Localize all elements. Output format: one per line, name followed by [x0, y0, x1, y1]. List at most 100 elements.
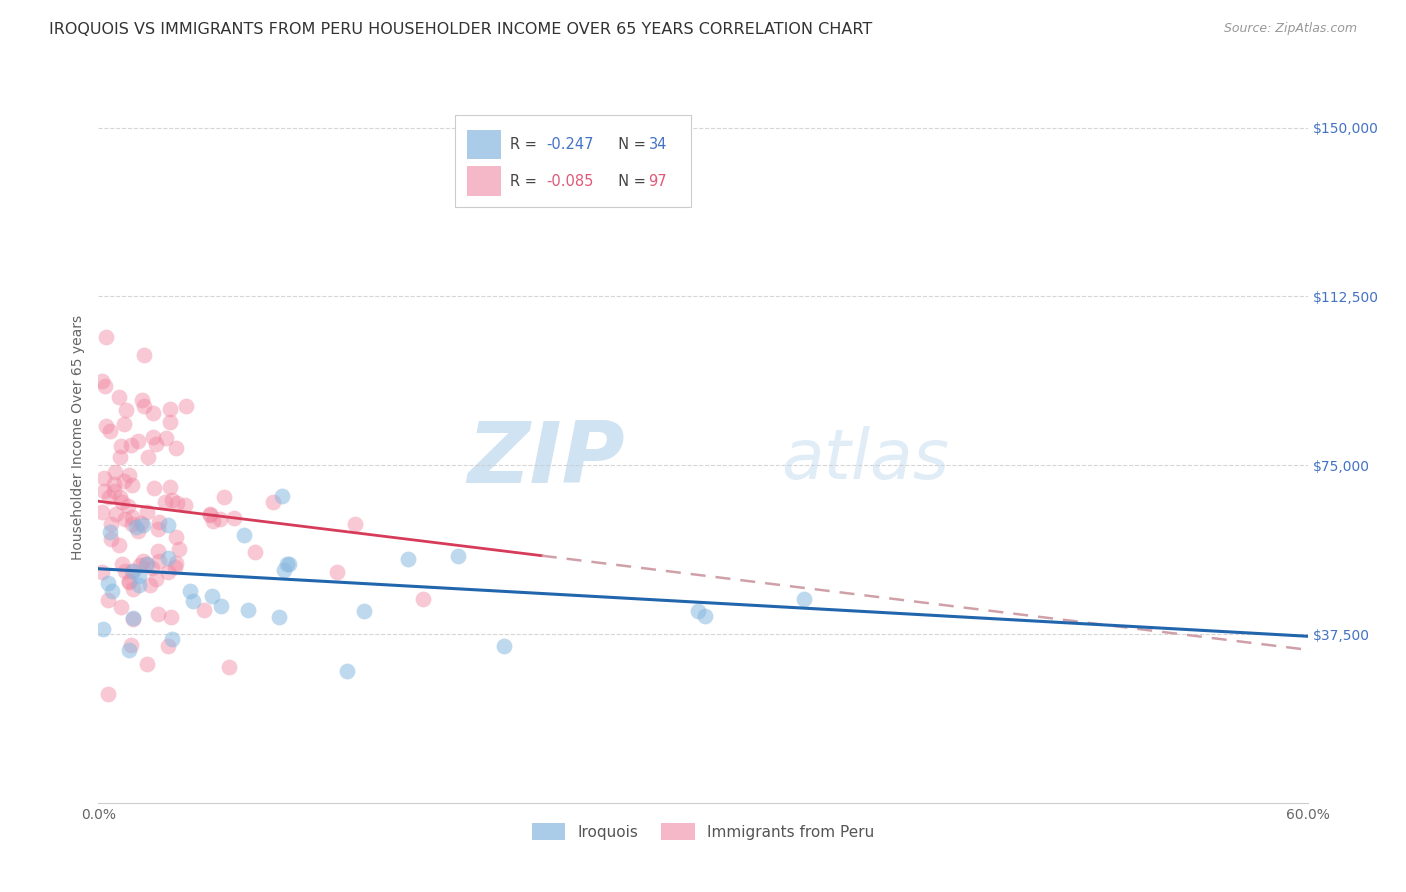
- Point: [135, 558, 157, 572]
- Point: [222, 511, 245, 525]
- Point: [156, 640, 179, 654]
- Point: [107, 538, 129, 552]
- Point: [159, 401, 181, 416]
- Point: [159, 480, 181, 494]
- Point: [159, 416, 181, 430]
- Point: [97, 687, 120, 701]
- Text: R =: R =: [509, 137, 541, 152]
- Point: [100, 517, 122, 532]
- Point: [174, 399, 197, 413]
- FancyBboxPatch shape: [467, 167, 501, 195]
- Point: [492, 640, 515, 654]
- Point: [91, 505, 114, 519]
- Point: [121, 564, 143, 578]
- Point: [686, 603, 709, 617]
- Point: [104, 465, 127, 479]
- Point: [110, 439, 132, 453]
- Point: [165, 560, 187, 574]
- Point: [143, 481, 166, 495]
- Point: [198, 508, 221, 522]
- Point: [447, 549, 470, 563]
- Point: [128, 577, 150, 591]
- Legend: Iroquois, Immigrants from Peru: Iroquois, Immigrants from Peru: [526, 816, 880, 847]
- Text: -0.247: -0.247: [546, 137, 593, 152]
- Point: [326, 565, 349, 579]
- Point: [110, 490, 132, 504]
- Text: N =: N =: [609, 137, 650, 152]
- Point: [135, 657, 157, 672]
- Point: [93, 483, 115, 498]
- Point: [693, 608, 716, 623]
- Text: N =: N =: [609, 174, 650, 188]
- Point: [101, 584, 124, 599]
- Point: [134, 399, 156, 413]
- Text: -0.085: -0.085: [546, 174, 593, 188]
- Point: [110, 450, 132, 464]
- Point: [269, 609, 291, 624]
- Point: [145, 572, 167, 586]
- Point: [218, 659, 240, 673]
- Point: [128, 558, 150, 573]
- Point: [127, 524, 149, 538]
- Point: [118, 642, 141, 657]
- Point: [146, 543, 169, 558]
- Text: R =: R =: [509, 174, 541, 188]
- Point: [148, 515, 170, 529]
- Point: [335, 664, 357, 678]
- Point: [157, 551, 180, 566]
- Point: [136, 450, 159, 464]
- Point: [125, 520, 148, 534]
- Point: [276, 558, 298, 572]
- Point: [238, 602, 260, 616]
- Point: [134, 348, 156, 362]
- Point: [121, 611, 143, 625]
- Point: [93, 378, 115, 392]
- Point: [93, 471, 115, 485]
- Point: [100, 532, 122, 546]
- Point: [278, 557, 301, 571]
- Point: [112, 417, 135, 431]
- Point: [148, 554, 170, 568]
- Point: [793, 592, 815, 607]
- Point: [160, 493, 183, 508]
- Text: 34: 34: [648, 137, 666, 152]
- Point: [91, 565, 114, 579]
- Point: [127, 434, 149, 448]
- Text: ZIP: ZIP: [467, 417, 624, 500]
- Point: [114, 402, 136, 417]
- Point: [160, 632, 183, 647]
- Point: [114, 564, 136, 578]
- Point: [96, 418, 118, 433]
- Point: [165, 530, 187, 544]
- Point: [271, 489, 294, 503]
- Point: [165, 441, 187, 455]
- Point: [193, 603, 215, 617]
- FancyBboxPatch shape: [467, 130, 501, 159]
- Point: [273, 563, 295, 577]
- Point: [131, 393, 153, 408]
- Point: [91, 375, 114, 389]
- Point: [165, 556, 187, 570]
- Point: [243, 544, 266, 558]
- Point: [142, 430, 165, 444]
- Point: [141, 561, 163, 575]
- Point: [412, 591, 434, 606]
- Point: [142, 406, 165, 420]
- Point: [181, 594, 204, 608]
- Point: [262, 495, 284, 509]
- Point: [146, 522, 169, 536]
- Point: [166, 496, 188, 510]
- Point: [159, 610, 181, 624]
- Point: [209, 511, 232, 525]
- Point: [110, 599, 132, 614]
- Point: [396, 551, 419, 566]
- Point: [118, 574, 141, 589]
- Point: [157, 565, 180, 579]
- Point: [121, 478, 143, 492]
- Text: atlas: atlas: [782, 425, 949, 492]
- Point: [121, 582, 143, 596]
- Point: [97, 593, 120, 607]
- Text: IROQUOIS VS IMMIGRANTS FROM PERU HOUSEHOLDER INCOME OVER 65 YEARS CORRELATION CH: IROQUOIS VS IMMIGRANTS FROM PERU HOUSEHO…: [49, 22, 873, 37]
- Point: [174, 498, 197, 512]
- Point: [232, 528, 254, 542]
